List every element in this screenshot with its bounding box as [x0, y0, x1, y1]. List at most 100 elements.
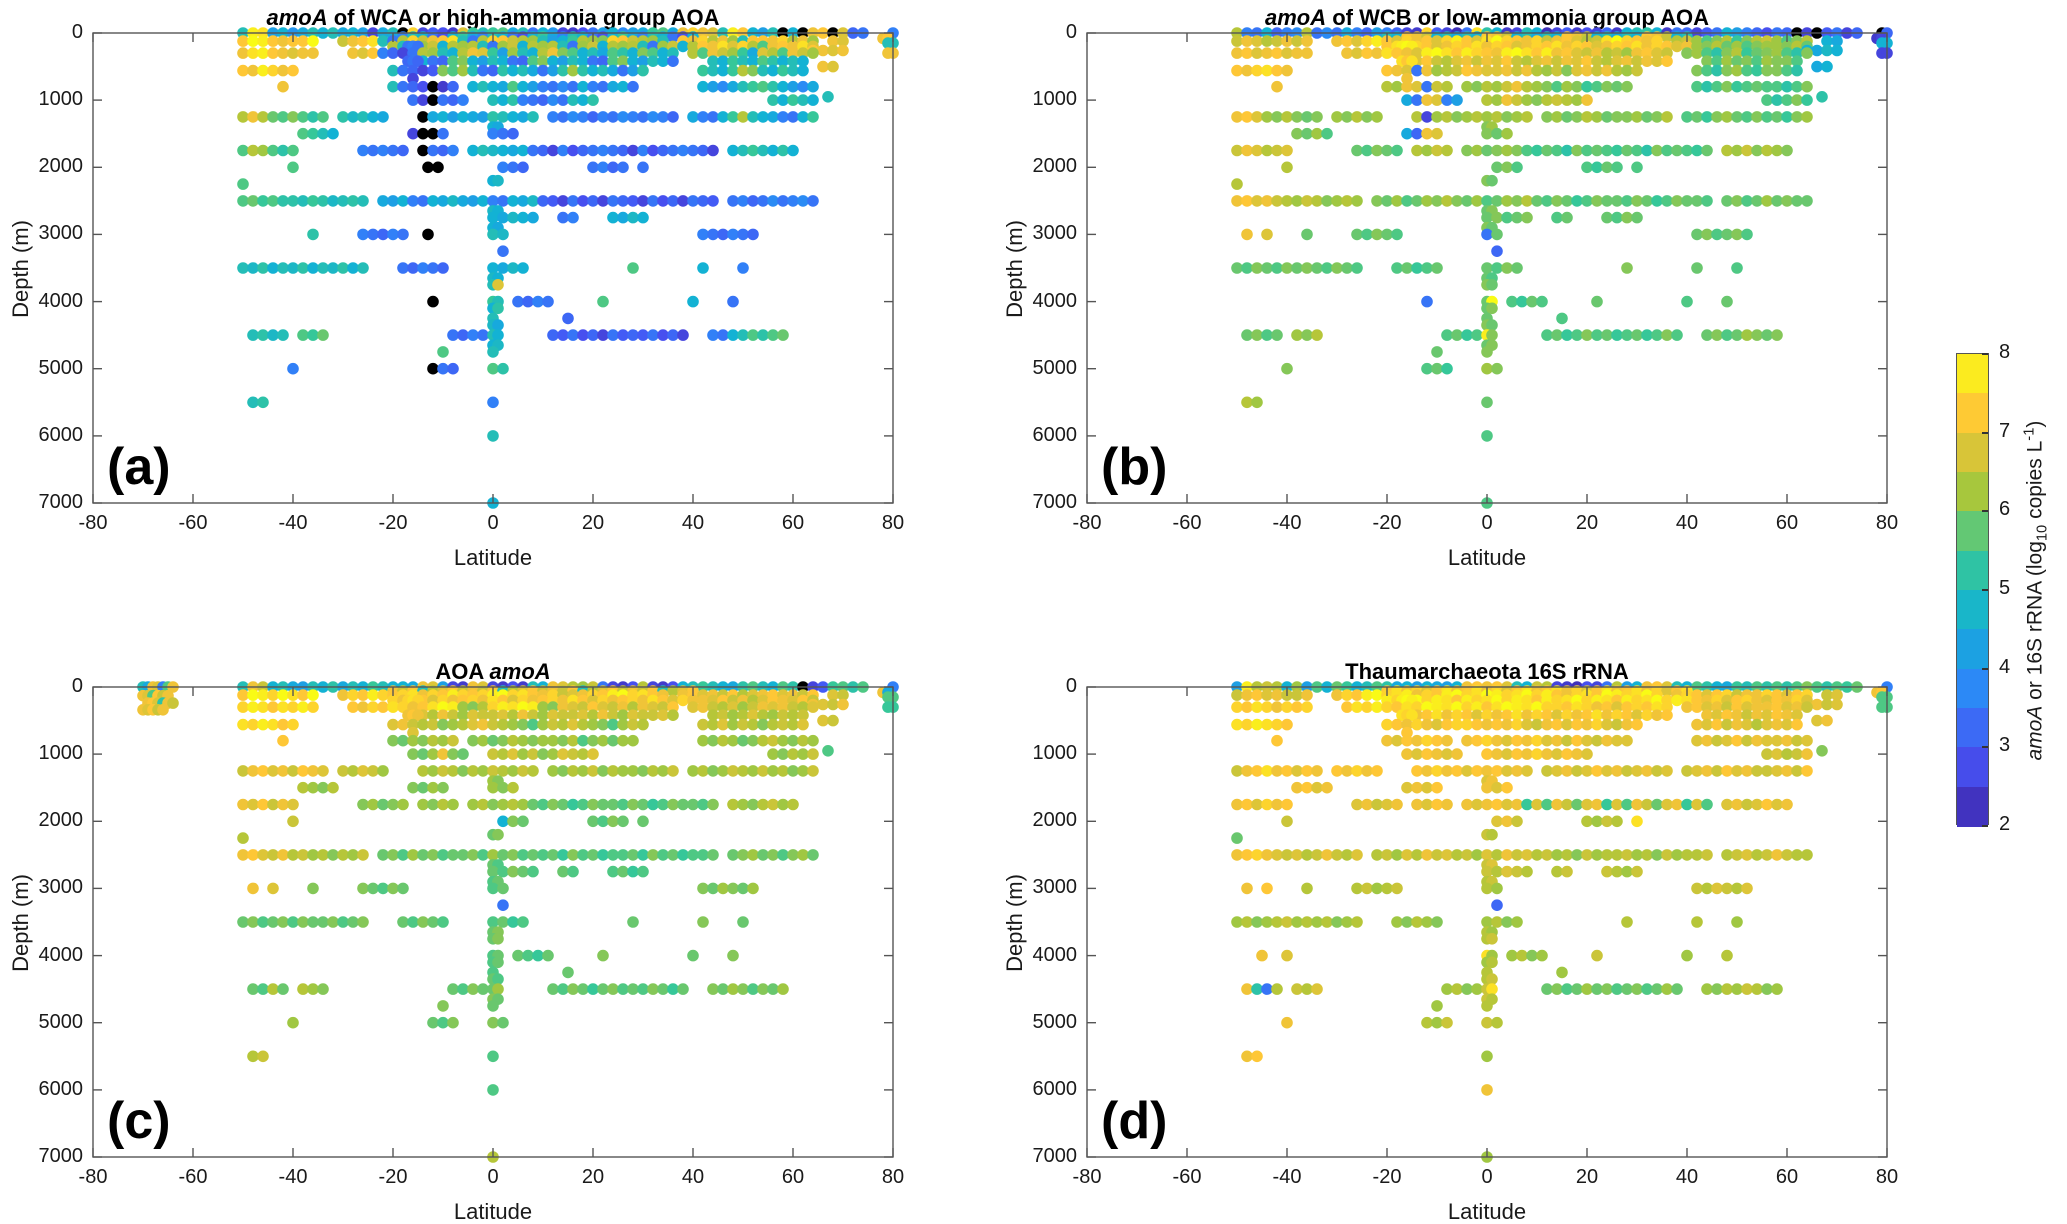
- x-tick-label: -80: [1072, 1166, 1102, 1188]
- plot-area-a: [92, 27, 899, 509]
- axes-box: [1086, 686, 1888, 1158]
- y-tick-label: 7000: [38, 1145, 84, 1167]
- y-tick-label: 1000: [1032, 742, 1078, 765]
- y-tick-label: 6000: [1032, 423, 1078, 446]
- x-tick-label: -20: [1372, 1166, 1402, 1188]
- y-tick-label: 6000: [38, 423, 84, 446]
- y-tick-label: 0: [1065, 675, 1077, 697]
- x-tick-label: -60: [178, 1166, 208, 1188]
- label-part: AOA: [435, 659, 490, 684]
- x-tick-label: 40: [681, 512, 705, 534]
- axes-box: [92, 686, 894, 1158]
- colorbar-tick-label: 5: [1999, 577, 2011, 599]
- colorbar-tick: [1982, 668, 1988, 670]
- label-part: or 16S rRNA (log: [2023, 541, 2047, 706]
- label-part: 10: [2034, 524, 2051, 542]
- x-tick-label: 60: [1775, 512, 1799, 534]
- scatter-points: [1231, 681, 1893, 1163]
- colorbar-segment: [1957, 550, 1988, 591]
- x-axis-label: Latitude: [1447, 1199, 1527, 1224]
- x-tick-label: -40: [278, 1166, 308, 1188]
- colorbar-tick: [1982, 510, 1988, 512]
- x-tick-label: 40: [681, 1166, 705, 1188]
- y-tick-label: 1000: [1032, 88, 1078, 111]
- x-tick-label: -80: [78, 1166, 108, 1188]
- x-tick-label: 60: [781, 512, 805, 534]
- y-tick-label: 5000: [1032, 1010, 1078, 1033]
- label-part: amoA: [1264, 5, 1327, 30]
- colorbar-segment: [1957, 747, 1988, 788]
- y-tick-label: 2000: [1032, 809, 1078, 832]
- x-axis-label: Latitude: [1447, 545, 1527, 570]
- y-axis-label: Depth (m): [8, 874, 33, 972]
- x-tick-label: -40: [278, 512, 308, 534]
- colorbar-tick: [1982, 825, 1988, 827]
- y-tick-label: 5000: [38, 356, 84, 379]
- y-axis-label: Depth (m): [1002, 220, 1027, 318]
- x-axis-label: Latitude: [453, 545, 533, 570]
- colorbar-segment: [1957, 432, 1988, 473]
- y-axis-label: Depth (m): [8, 220, 33, 318]
- y-tick-label: 4000: [1032, 943, 1078, 966]
- y-tick-label: 7000: [1032, 1145, 1078, 1167]
- label-part: amoA: [2023, 705, 2047, 761]
- panel-letter-c: (c): [107, 1092, 171, 1150]
- colorbar-tick: [1982, 432, 1988, 434]
- y-tick-label: 4000: [38, 943, 84, 966]
- x-tick-label: 20: [581, 1166, 605, 1188]
- y-tick-label: 6000: [38, 1077, 84, 1100]
- x-tick-label: 60: [781, 1166, 805, 1188]
- x-tick-label: 40: [1675, 1166, 1699, 1188]
- panel-letter-d: (d): [1101, 1092, 1168, 1150]
- label-part: amoA: [266, 5, 328, 30]
- panel-title-d: Thaumarchaeota 16S rRNA: [1087, 659, 1887, 685]
- axes-box: [92, 32, 894, 504]
- colorbar-segment: [1957, 708, 1988, 748]
- x-tick-label: 60: [1775, 1166, 1799, 1188]
- x-tick-label: -20: [378, 1166, 408, 1188]
- x-tick-label: 20: [1575, 1166, 1599, 1188]
- panel-title-b: amoA of WCB or low-ammonia group AOA: [1087, 5, 1887, 31]
- y-tick-label: 4000: [1032, 289, 1078, 312]
- label-part: amoA: [489, 659, 551, 684]
- x-tick-label: 0: [1481, 512, 1493, 534]
- colorbar-segment: [1957, 354, 1988, 394]
- x-tick-label: 20: [1575, 512, 1599, 534]
- x-tick-label: 80: [1875, 512, 1899, 534]
- colorbar-label: amoA or 16S rRNA (log10 copies L-1): [2021, 331, 2050, 851]
- y-tick-label: 3000: [1032, 876, 1078, 899]
- x-tick-label: -20: [1372, 512, 1402, 534]
- colorbar-tick: [1982, 353, 1988, 355]
- colorbar-segment: [1957, 590, 1988, 630]
- scatter-points: [1231, 27, 1893, 509]
- colorbar-tick: [1982, 746, 1988, 748]
- y-tick-label: 0: [71, 675, 83, 697]
- scatter-points: [137, 681, 899, 1163]
- x-tick-label: 20: [581, 512, 605, 534]
- y-axis-label: Depth (m): [1002, 874, 1027, 972]
- panel-letter-a: (a): [107, 438, 171, 496]
- panel-letter-b: (b): [1101, 438, 1168, 496]
- colorbar-bar: [1956, 353, 1989, 827]
- y-tick-label: 2000: [1032, 155, 1078, 178]
- x-tick-label: -40: [1272, 512, 1302, 534]
- y-tick-label: 3000: [38, 876, 84, 899]
- label-part: -1: [2021, 427, 2038, 441]
- x-tick-label: 0: [1481, 1166, 1493, 1188]
- label-part: ): [2023, 420, 2047, 428]
- plot-area-d: [1086, 681, 1893, 1163]
- colorbar-tick-label: 8: [1999, 341, 2011, 363]
- plot-area-c: [92, 681, 899, 1163]
- x-tick-label: 80: [881, 1166, 905, 1188]
- scatter-points: [237, 27, 899, 509]
- colorbar-segment: [1957, 629, 1988, 670]
- colorbar-segment: [1957, 393, 1988, 434]
- label-part: of WCA or high-ammonia group AOA: [327, 5, 720, 30]
- colorbar-segment: [1957, 668, 1988, 709]
- y-tick-label: 1000: [38, 742, 84, 765]
- colorbar-segment: [1957, 472, 1988, 512]
- colorbar-segment: [1957, 786, 1988, 827]
- y-tick-label: 3000: [38, 222, 84, 245]
- colorbar-tick: [1982, 589, 1988, 591]
- y-tick-label: 0: [1065, 21, 1077, 43]
